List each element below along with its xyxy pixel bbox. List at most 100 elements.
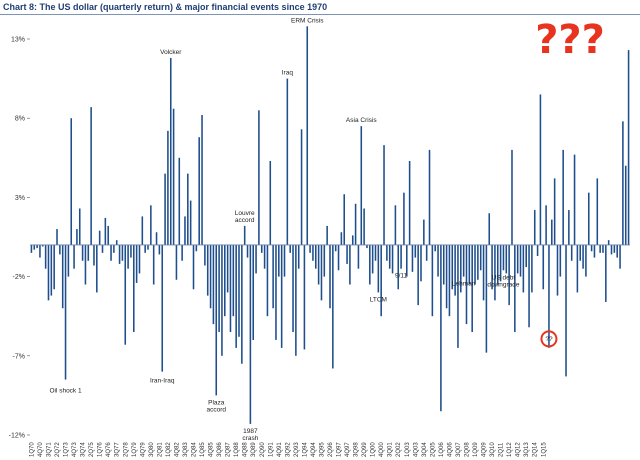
bar [283, 244, 286, 277]
bar [599, 244, 601, 253]
bar [326, 225, 328, 245]
bar [107, 225, 109, 245]
bar [491, 244, 493, 290]
x-tick-label: 2Q84 [192, 442, 198, 457]
bar [303, 244, 306, 350]
bar [360, 126, 363, 245]
bar [400, 244, 402, 269]
bar [33, 244, 36, 250]
annotation: LTCM [370, 296, 387, 303]
x-tick-label: 4Q06 [447, 442, 453, 457]
bar [528, 244, 530, 328]
bar [53, 244, 55, 290]
bar [380, 244, 382, 317]
annotation-label: Volcker [160, 49, 182, 56]
bar [133, 244, 135, 333]
bar [266, 244, 269, 317]
annotation: ERM Crisis [291, 17, 324, 24]
bar [238, 244, 240, 337]
bar [289, 244, 291, 253]
x-tick-label: 4Q88 [243, 442, 249, 457]
bar [428, 149, 431, 245]
x-tick-label: 4Q79 [140, 442, 146, 457]
bar [164, 173, 166, 245]
bar [610, 244, 613, 255]
bar [309, 244, 311, 253]
bar [366, 244, 368, 249]
x-tick-label: 2Q08 [464, 442, 470, 457]
bar [64, 244, 67, 380]
bar [371, 244, 374, 274]
bar [414, 244, 417, 258]
bar [605, 244, 607, 302]
y-tick-label: 8% [15, 116, 25, 123]
annotation-label: Oil shock 1 [49, 388, 82, 395]
bar [551, 219, 553, 245]
annotation-label: ERM Crisis [291, 17, 324, 24]
bar [576, 244, 579, 293]
bar [209, 244, 212, 309]
bar [579, 244, 582, 261]
x-tick-label: 2Q87 [226, 442, 232, 457]
bar [249, 244, 252, 424]
x-tick-label: 1Q03 [405, 442, 411, 457]
bar [442, 244, 445, 285]
bar [454, 244, 456, 296]
bar [613, 244, 616, 253]
bar [388, 244, 391, 269]
bar [514, 244, 516, 333]
bar [70, 118, 73, 245]
bar [482, 244, 485, 301]
x-tick-label: 3Q89 [251, 442, 257, 457]
x-tick-label: 4Q82 [174, 442, 180, 457]
bar [292, 244, 294, 333]
bar [531, 244, 533, 293]
bar [255, 244, 257, 274]
bar [189, 200, 192, 245]
x-tick-label: 1Q85 [200, 442, 206, 457]
x-tick-label: 3Q80 [149, 442, 155, 457]
bar [56, 229, 58, 245]
bar [101, 244, 104, 253]
x-tick-label: 1Q70 [29, 442, 35, 457]
bar [471, 244, 473, 333]
bar [118, 244, 121, 264]
y-tick-label: 13% [11, 37, 25, 44]
bar [235, 244, 237, 348]
bar [457, 244, 459, 348]
bar [354, 203, 357, 245]
bar [406, 244, 408, 277]
x-tick-label: 1Q91 [268, 442, 274, 457]
bar [397, 244, 400, 290]
bar [297, 244, 300, 269]
x-tick-label: 1Q88 [234, 442, 240, 457]
bar [417, 244, 419, 306]
annotation: Iraq [282, 70, 294, 77]
bar [340, 232, 343, 245]
annotation-label: downgrade [487, 281, 520, 288]
bar [596, 178, 599, 245]
x-tick-label: 1Q09 [473, 442, 479, 457]
annotation: Iran-Iraq [150, 378, 175, 385]
x-tick-label: 1Q97 [337, 442, 343, 457]
bar [545, 205, 547, 245]
bar [374, 244, 377, 261]
bar [568, 210, 570, 245]
bar [357, 244, 360, 269]
bar [317, 244, 320, 285]
bar [124, 244, 127, 345]
bar [61, 244, 64, 309]
annotation-label: Lehman [452, 281, 476, 288]
bar [499, 244, 502, 282]
bar [87, 244, 90, 261]
x-tick-label: 3Q07 [456, 442, 462, 457]
x-tick-label: 4Q09 [482, 442, 488, 457]
x-tick-label: 2Q93 [294, 442, 300, 457]
bar [30, 244, 33, 253]
x-tick-label: 1Q82 [166, 442, 172, 457]
bar [201, 115, 203, 245]
bar [81, 244, 84, 261]
